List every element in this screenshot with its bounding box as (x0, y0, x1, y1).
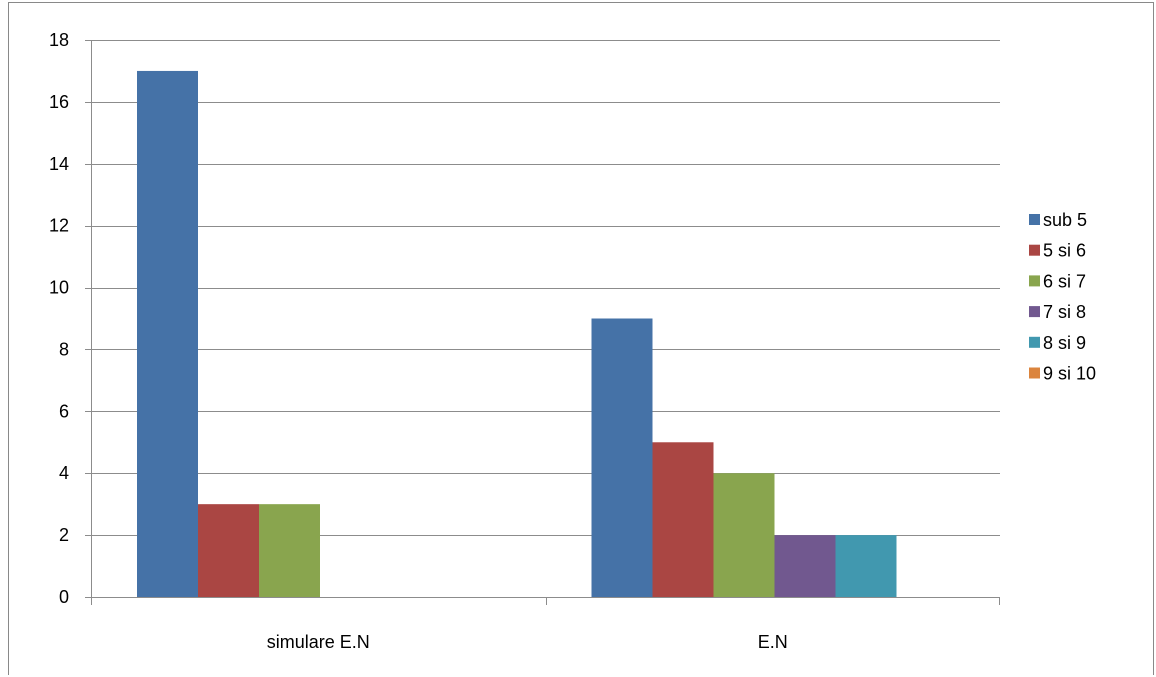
x-category-label: E.N (758, 632, 788, 652)
legend-label: 8 si 9 (1043, 333, 1086, 353)
chart-border-left (8, 2, 9, 675)
y-tick-label: 4 (59, 463, 69, 483)
bar-8-si-9-e-n (835, 535, 897, 597)
legend-swatch-9-si-10 (1029, 367, 1040, 379)
bar-7-si-8-e-n (774, 535, 836, 597)
y-tick-label: 18 (49, 30, 69, 50)
y-tick-label: 16 (49, 92, 69, 112)
y-tick-label: 2 (59, 525, 69, 545)
legend-label: 5 si 6 (1043, 241, 1086, 261)
y-tick-label: 8 (59, 339, 69, 359)
chart-border-right (1153, 2, 1154, 675)
bars (137, 70, 897, 597)
legend-label: sub 5 (1043, 210, 1087, 230)
bar-6-si-7-e-n (713, 473, 775, 597)
legend: sub 5 5 si 6 6 si 7 7 si 8 8 si 9 9 si 10 (1029, 210, 1096, 384)
y-tick-label: 6 (59, 401, 69, 421)
legend-label: 7 si 8 (1043, 302, 1086, 322)
y-tick-label: 14 (49, 154, 69, 174)
y-tick-label: 12 (49, 216, 69, 236)
legend-label: 9 si 10 (1043, 364, 1096, 384)
bar-sub-5-simulare-e-n (137, 70, 198, 597)
legend-swatch-6-si-7 (1029, 275, 1040, 287)
bar-6-si-7-simulare-e-n (259, 504, 320, 597)
gridlines (91, 40, 1000, 536)
x-category-label: simulare E.N (267, 632, 370, 652)
chart-border-top (8, 2, 1154, 3)
legend-swatch-7-si-8 (1029, 306, 1040, 318)
y-tick-label: 10 (49, 278, 69, 298)
bar-sub-5-e-n (591, 318, 653, 597)
legend-swatch-8-si-9 (1029, 336, 1040, 348)
legend-swatch-sub-5 (1029, 214, 1040, 225)
legend-swatch-5-si-6 (1029, 244, 1040, 256)
bar-5-si-6-e-n (652, 442, 714, 597)
bar-5-si-6-simulare-e-n (198, 504, 259, 597)
y-tick-label: 0 (59, 587, 69, 607)
axes: 0 2 4 6 8 10 12 14 16 18 simulare E.N E.N (49, 30, 1000, 652)
legend-label: 6 si 7 (1043, 271, 1086, 291)
